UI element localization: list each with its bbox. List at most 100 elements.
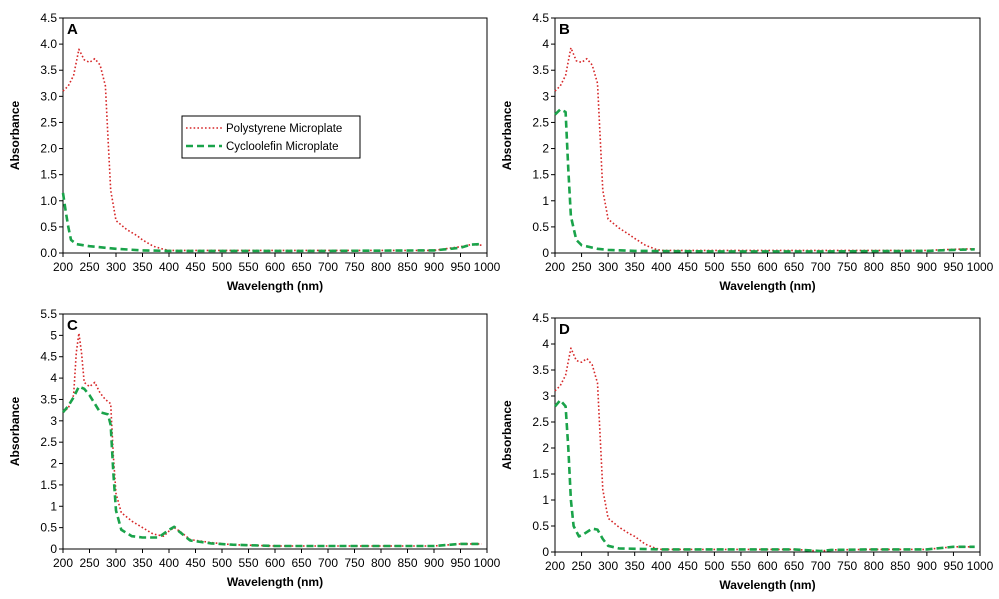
y-tick-label: 4.0 <box>40 37 57 51</box>
x-tick-label: 700 <box>811 260 831 274</box>
y-tick-label: 3 <box>542 389 549 403</box>
x-tick-label: 700 <box>318 260 338 274</box>
y-tick-label: 3 <box>542 89 549 103</box>
series-line-polystyrene <box>62 332 482 547</box>
x-tick-label: 650 <box>784 559 804 573</box>
y-axis-label: Absorbance <box>8 397 22 467</box>
y-tick-label: 2 <box>50 457 57 471</box>
x-tick-label: 500 <box>212 556 232 570</box>
y-tick-label: 0.5 <box>532 220 549 234</box>
y-tick-label: 2.5 <box>532 115 549 129</box>
x-tick-label: 300 <box>598 260 618 274</box>
y-tick-label: 2 <box>542 142 549 156</box>
x-tick-label: 850 <box>890 559 910 573</box>
x-tick-label: 550 <box>238 260 258 274</box>
x-tick-label: 450 <box>678 260 698 274</box>
x-tick-label: 1000 <box>967 559 994 573</box>
x-tick-label: 250 <box>79 556 99 570</box>
x-tick-label: 600 <box>265 260 285 274</box>
x-tick-label: 800 <box>371 556 391 570</box>
y-tick-label: 3.5 <box>40 392 57 406</box>
panel-letter: B <box>559 21 570 38</box>
x-tick-label: 550 <box>731 260 751 274</box>
x-tick-label: 800 <box>371 260 391 274</box>
x-tick-label: 400 <box>651 260 671 274</box>
x-tick-label: 600 <box>265 556 285 570</box>
x-tick-label: 500 <box>704 559 724 573</box>
x-tick-label: 750 <box>837 260 857 274</box>
x-tick-label: 950 <box>943 260 963 274</box>
x-axis-label: Wavelength (nm) <box>227 575 323 589</box>
y-tick-label: 2.5 <box>532 415 549 429</box>
y-tick-label: 2.0 <box>40 142 57 156</box>
x-tick-label: 400 <box>651 559 671 573</box>
legend-entry-label: Polystyrene Microplate <box>226 123 342 135</box>
legend-entry-label: Cycloolefin Microplate <box>226 141 339 153</box>
y-tick-label: 0.5 <box>532 519 549 533</box>
panel-letter: C <box>67 317 78 334</box>
x-tick-label: 900 <box>917 260 937 274</box>
y-tick-label: 2 <box>542 441 549 455</box>
x-tick-label: 800 <box>864 559 884 573</box>
y-tick-label: 4.5 <box>532 311 549 325</box>
x-tick-label: 200 <box>53 260 73 274</box>
x-tick-label: 350 <box>625 260 645 274</box>
chart-panel-b: 0 0.5 1 1.5 2 2.5 3 3.5 4 4.5 200 250 300 350 400 450 50… <box>500 11 994 293</box>
series-line-polystyrene <box>554 347 975 552</box>
y-tick-label: 2.5 <box>40 435 57 449</box>
x-tick-label: 750 <box>837 559 857 573</box>
y-tick-label: 3 <box>50 414 57 428</box>
x-axis-label: Wavelength (nm) <box>227 279 323 293</box>
chart-panel-a: 0.0 0.5 1.0 1.5 2.0 2.5 3.0 3.5 4.0 4.5 200 250 300 3… <box>8 11 501 293</box>
plot-frame <box>554 317 981 553</box>
y-tick-label: 0.5 <box>40 220 57 234</box>
y-tick-label: 4.5 <box>532 11 549 25</box>
y-tick-label: 5.5 <box>40 307 57 321</box>
x-tick-label: 1000 <box>474 556 501 570</box>
y-tick-label: 1 <box>542 493 549 507</box>
y-axis-label: Absorbance <box>8 101 22 171</box>
y-tick-label: 1.5 <box>532 168 549 182</box>
x-tick-label: 450 <box>185 556 205 570</box>
x-tick-label: 300 <box>106 260 126 274</box>
x-tick-label: 250 <box>572 559 592 573</box>
x-tick-label: 300 <box>598 559 618 573</box>
y-tick-label: 4 <box>542 337 549 351</box>
y-axis-label: Absorbance <box>500 400 514 470</box>
y-tick-label: 1.5 <box>40 478 57 492</box>
x-tick-label: 250 <box>572 260 592 274</box>
x-tick-label: 900 <box>424 260 444 274</box>
x-tick-label: 200 <box>53 556 73 570</box>
chart-panel-d: 0 0.5 1 1.5 2 2.5 3 3.5 4 4.5 200 250 300 350 400 450 50… <box>500 311 994 592</box>
y-tick-label: 0 <box>542 246 549 260</box>
y-tick-label: 4.5 <box>40 11 57 25</box>
y-tick-label: 4.5 <box>40 350 57 364</box>
series-line-cycloolefin <box>61 192 482 253</box>
x-tick-label: 500 <box>212 260 232 274</box>
y-tick-label: 1 <box>50 499 57 513</box>
y-tick-label: 3.5 <box>40 63 57 77</box>
x-axis-label: Wavelength (nm) <box>719 578 815 592</box>
x-tick-label: 700 <box>811 559 831 573</box>
x-tick-label: 1000 <box>474 260 501 274</box>
legend: Polystyrene Microplate Cycloolefin Microp… <box>181 115 361 159</box>
x-tick-label: 950 <box>943 559 963 573</box>
x-tick-label: 350 <box>132 260 152 274</box>
x-tick-label: 750 <box>344 260 364 274</box>
series-line-polystyrene <box>554 47 975 252</box>
legend-box <box>181 115 361 159</box>
x-tick-label: 550 <box>731 559 751 573</box>
x-tick-label: 950 <box>450 556 470 570</box>
x-tick-label: 850 <box>397 556 417 570</box>
x-tick-label: 600 <box>757 260 777 274</box>
panel-letter: A <box>67 21 78 38</box>
x-tick-label: 650 <box>784 260 804 274</box>
y-tick-label: 3.0 <box>40 89 57 103</box>
x-tick-label: 550 <box>238 556 258 570</box>
x-tick-label: 450 <box>185 260 205 274</box>
x-tick-label: 200 <box>545 260 565 274</box>
y-tick-label: 1.0 <box>40 194 57 208</box>
plot-frame <box>554 17 981 254</box>
series-line-cycloolefin <box>554 398 975 553</box>
